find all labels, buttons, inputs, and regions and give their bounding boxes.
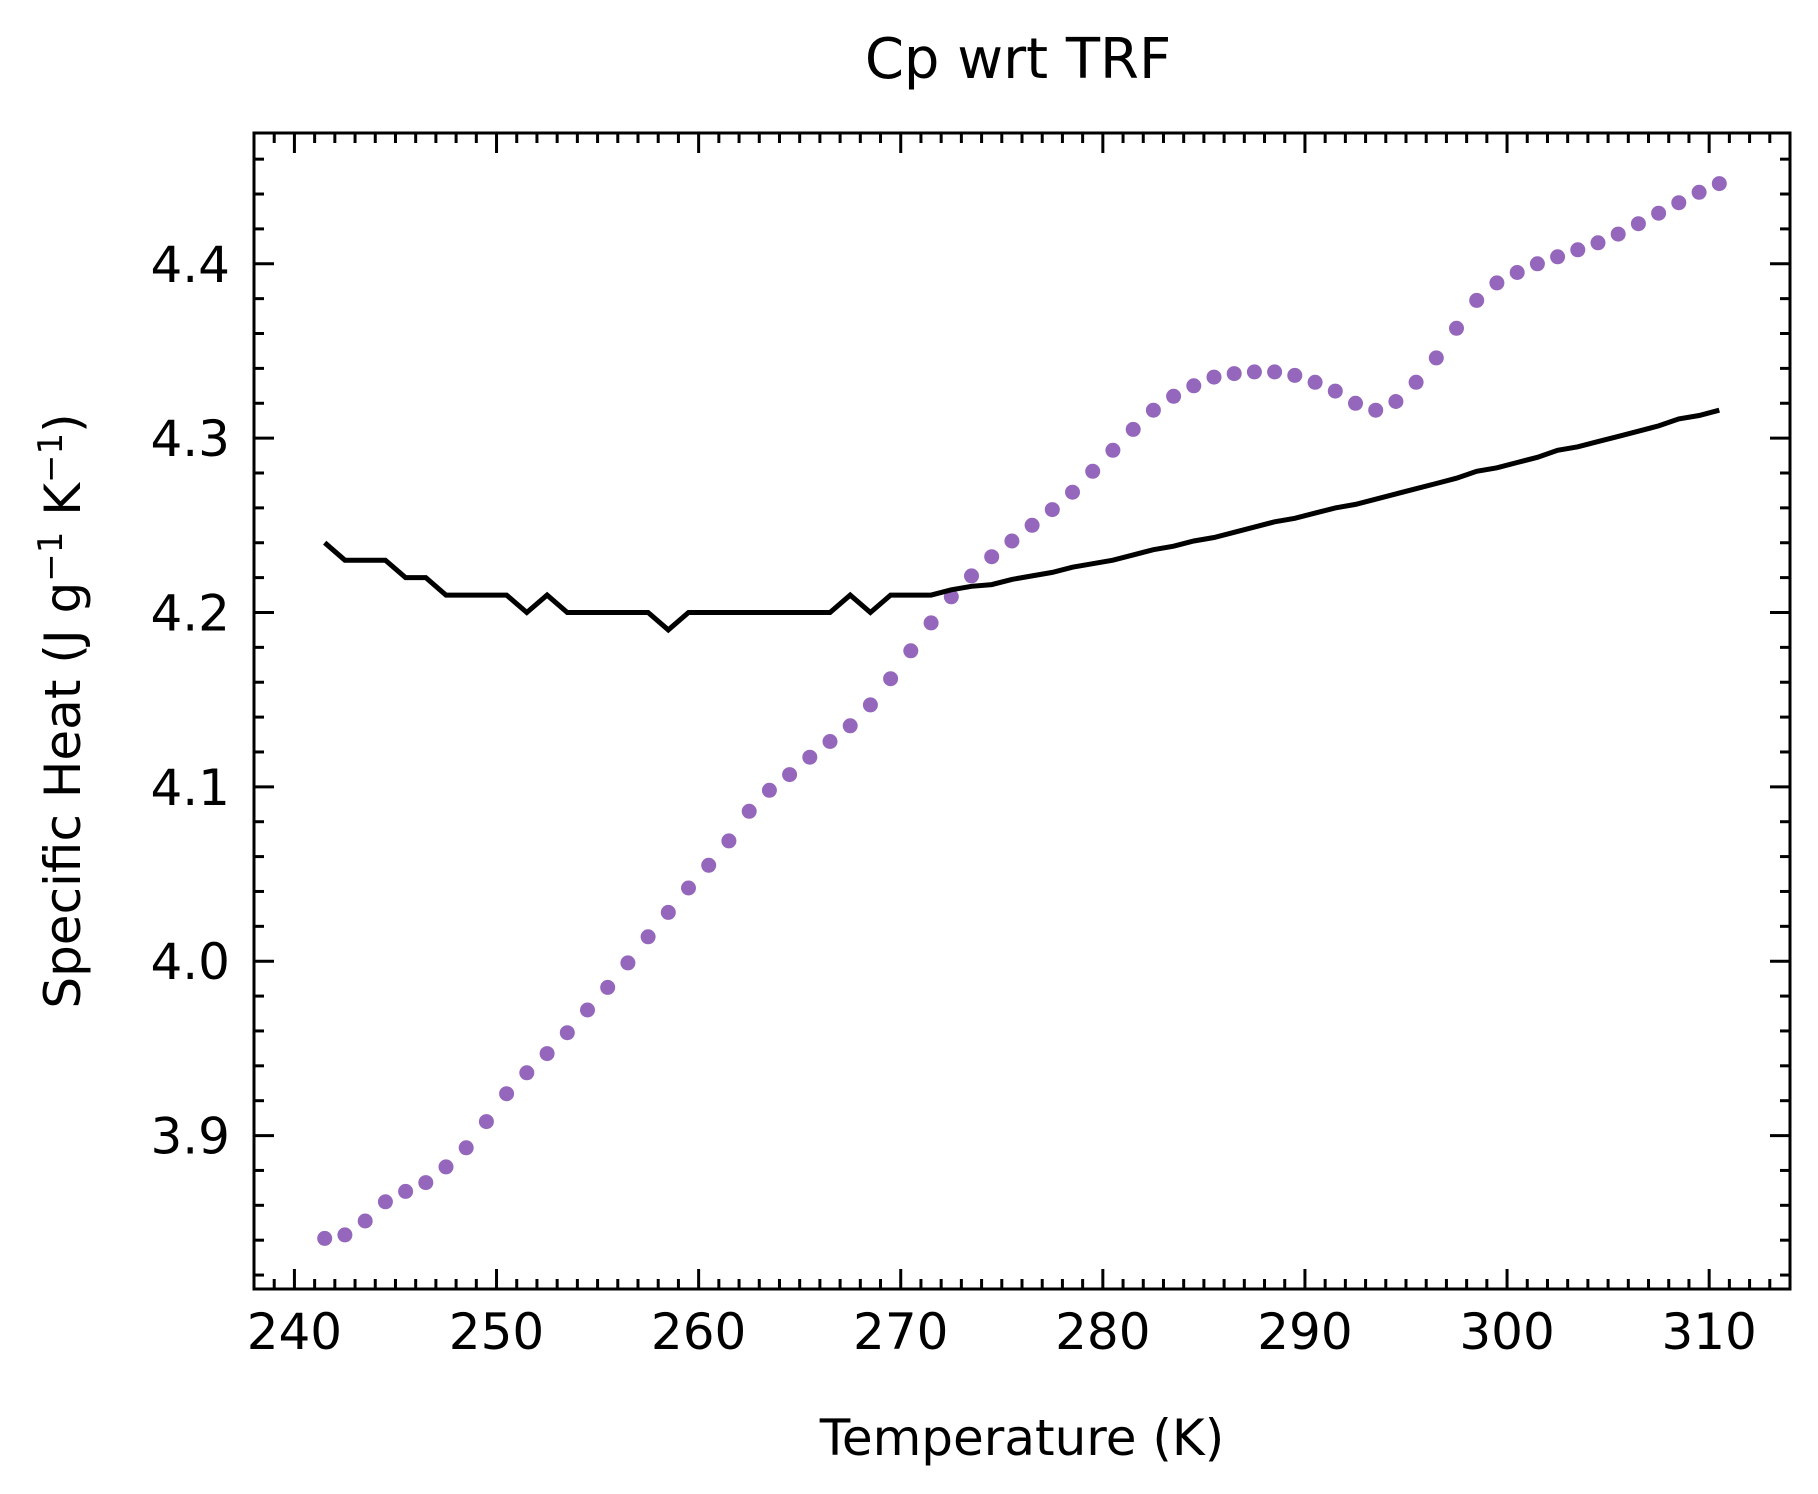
data-point [1085,463,1101,479]
data-point [1651,205,1667,221]
plot-area [317,176,1727,1246]
y-tick-label: 4.3 [150,410,230,468]
data-point [822,734,838,749]
data-point [903,643,919,659]
y-axis-label-end: ) [34,413,92,433]
data-point [1287,367,1303,383]
data-point [1246,364,1262,380]
y-axis-label-base: Specific Heat (J g [34,582,92,1009]
data-point [478,1114,494,1130]
data-point [1691,184,1707,200]
data-point [1428,350,1444,366]
x-tick-label: 310 [1661,1303,1756,1361]
data-point [418,1175,434,1191]
data-point [1590,235,1606,251]
series-line-1 [323,407,1720,634]
data-point [701,857,717,873]
data-point [317,1230,333,1246]
data-point [357,1213,373,1229]
data-point [681,880,696,896]
data-point [1065,484,1080,500]
data-point [398,1183,414,1199]
y-axis-label-sup1: −1 [31,532,71,582]
y-axis-label-sup2: −1 [31,433,71,483]
plot-frame [252,131,1792,1291]
data-point [984,549,1000,565]
y-axis-label-mid: K [34,482,92,532]
y-tick-label: 4.1 [150,759,230,817]
data-point [1671,195,1687,211]
data-point [802,749,818,765]
data-point [1570,242,1586,258]
y-axis-label: Specific Heat (J g−1 K−1) [31,413,92,1008]
data-point [1105,442,1121,458]
data-point [721,833,737,849]
data-point [640,929,656,945]
data-point [1630,216,1646,232]
data-point [1469,292,1485,308]
data-point [519,1065,535,1081]
data-point [1388,394,1404,409]
data-point [1550,249,1566,265]
axes-ticks: 240 250 260 270 280 290 300 310 3.9 4.0 4.1 4.2 4.3 4… [150,133,1792,1361]
data-point [1267,364,1283,380]
data-point [1529,256,1545,272]
data-point [1024,517,1040,533]
data-point [600,979,616,995]
y-tick-label: 4.2 [150,584,230,642]
data-point [1186,378,1202,394]
data-point [1145,402,1161,418]
x-tick-label: 290 [1257,1303,1352,1361]
x-tick-label: 300 [1459,1303,1554,1361]
data-point [377,1194,393,1210]
data-point [964,568,979,584]
data-point [580,1002,595,1018]
data-point [923,615,939,631]
data-point [1610,226,1626,242]
x-tick-label: 240 [247,1303,342,1361]
chart-title: Cp wrt TRF [865,27,1171,92]
x-axis-label: Temperature (K) [819,1409,1224,1467]
data-point [438,1159,454,1175]
data-point [1327,383,1343,399]
data-point [741,803,757,819]
data-point [337,1227,353,1243]
data-point [620,955,636,971]
data-point [1711,176,1727,192]
data-point [782,767,798,783]
y-tick-label: 3.9 [150,1108,230,1166]
data-point [1125,421,1141,437]
data-point [559,1025,575,1041]
data-point [1489,275,1505,291]
data-point [1408,374,1424,390]
data-point [1044,502,1060,518]
data-point [660,904,676,920]
data-point [842,718,858,734]
y-tick-label: 4.4 [150,236,230,294]
x-tick-label: 270 [853,1303,948,1361]
data-point [539,1046,555,1062]
data-point [1206,369,1222,385]
data-point [1226,366,1242,382]
data-point [1307,374,1323,390]
data-point [1509,265,1525,280]
x-tick-label: 280 [1055,1303,1150,1361]
x-tick-label: 260 [651,1303,746,1361]
x-tick-label: 250 [449,1303,544,1361]
data-point [458,1140,474,1156]
data-point [761,782,777,798]
data-point [1166,388,1182,404]
data-point [1449,320,1464,336]
data-point [1004,533,1020,549]
data-point [1348,395,1363,411]
y-tick-label: 4.0 [150,933,230,991]
data-point [1368,402,1384,418]
data-point [862,697,878,713]
data-point [499,1086,515,1102]
data-point [883,671,899,687]
